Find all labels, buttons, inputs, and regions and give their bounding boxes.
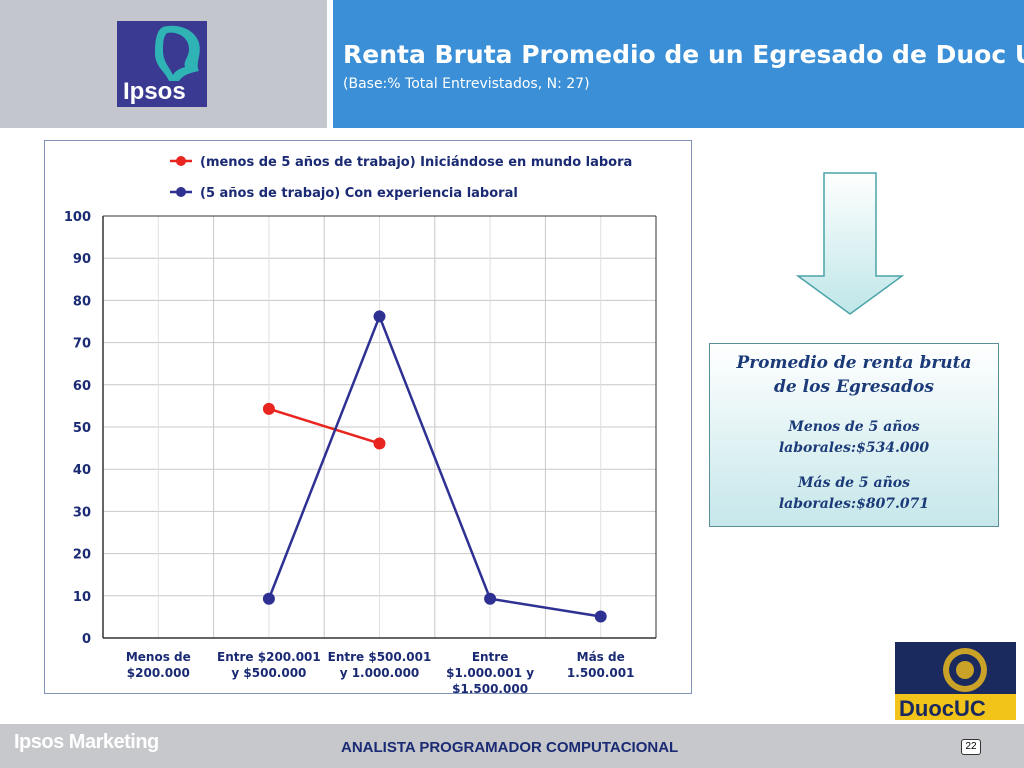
x-tick-label: Entre: [472, 650, 509, 664]
legend-label: (menos de 5 años de trabajo) Iniciándose…: [200, 155, 632, 170]
y-tick-label: 60: [73, 379, 91, 394]
average-income-box: Promedio de renta bruta de los Egresados…: [709, 343, 999, 527]
footer-brand: Ipsos Marketing: [14, 731, 159, 753]
x-tick-label: y 1.000.000: [340, 666, 420, 680]
ipsos-logo: Ipsos: [117, 21, 207, 107]
y-tick-label: 70: [73, 337, 91, 352]
y-tick-label: 80: [73, 294, 91, 309]
y-tick-label: 40: [73, 463, 91, 478]
y-tick-label: 30: [73, 505, 91, 520]
duoc-logo-text: DuocUC: [899, 696, 986, 720]
header-right-panel: [333, 0, 1024, 128]
series-line: [268, 407, 380, 445]
page-number: 22: [961, 739, 981, 755]
down-arrow-icon: [796, 172, 904, 315]
data-point: [594, 610, 607, 623]
series-line: [267, 313, 601, 618]
x-tick-label: Menos de: [126, 650, 191, 664]
x-tick-label: $200.000: [127, 666, 190, 680]
duoc-uc-logo: DuocUC: [895, 642, 1016, 720]
legend-marker: [176, 187, 186, 197]
data-point: [373, 310, 386, 323]
x-tick-label: 1.500.001: [567, 666, 635, 680]
x-tick-label: $1.500.000: [452, 682, 528, 693]
data-point: [484, 592, 497, 605]
page-title: Renta Bruta Promedio de un Egresado de D…: [343, 40, 1024, 69]
x-tick-label: Entre $200.001: [217, 650, 321, 664]
line-chart: 0 10 20 30 40 50 60 70 80 90 100 Menos de $200.000 En…: [64, 155, 657, 693]
x-tick-label: $1.000.001 y: [446, 666, 534, 680]
legend-marker: [176, 156, 186, 166]
data-point: [373, 437, 386, 450]
x-tick-label: Entre $500.001: [328, 650, 432, 664]
x-tick-label: Más de: [577, 650, 625, 664]
chart-container: 0 10 20 30 40 50 60 70 80 90 100 Menos de $200.000 En…: [44, 140, 692, 694]
info-box-line-over-5: Más de 5 años laborales:$807.071: [778, 475, 930, 512]
footer-bar: [0, 724, 1024, 768]
info-box-title: Promedio de renta bruta de los Egresados: [736, 353, 972, 397]
footer-caption: ANALISTA PROGRAMADOR COMPUTACIONAL: [341, 739, 679, 756]
data-point: [262, 592, 275, 605]
y-tick-label: 10: [73, 590, 91, 605]
legend-label: (5 años de trabajo) Con experiencia labo…: [200, 186, 518, 201]
y-tick-label: 100: [64, 210, 91, 225]
y-tick-label: 0: [82, 632, 91, 647]
info-box-line-under-5: Menos de 5 años laborales:$534.000: [778, 419, 930, 456]
ipsos-logo-text: Ipsos: [123, 78, 186, 105]
page-subtitle: (Base:% Total Entrevistados, N: 27): [343, 76, 590, 92]
data-point: [262, 402, 275, 415]
y-tick-label: 90: [73, 252, 91, 267]
x-tick-label: y $500.000: [231, 666, 306, 680]
y-tick-label: 50: [73, 421, 91, 436]
y-tick-label: 20: [73, 548, 91, 563]
